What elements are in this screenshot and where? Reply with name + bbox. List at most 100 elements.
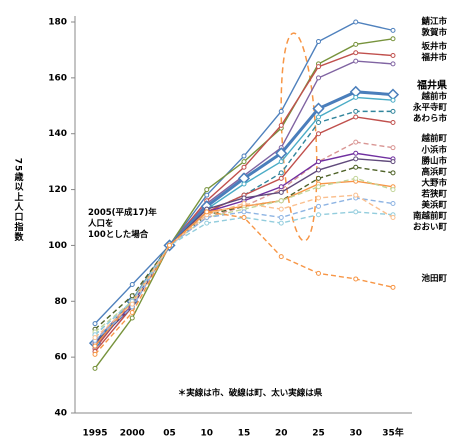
marker (390, 97, 396, 103)
marker (275, 147, 288, 160)
marker (390, 170, 396, 176)
marker (390, 215, 396, 220)
marker (316, 114, 321, 120)
marker (167, 242, 172, 248)
marker (278, 170, 284, 176)
marker (278, 254, 284, 260)
marker (316, 159, 321, 165)
annotation-line: 100とした場合 (88, 229, 149, 240)
y-tick-label: 80 (54, 297, 67, 307)
annotation-line: 2005(平成17)年 (88, 207, 157, 218)
series-label: 美浜町 (421, 199, 447, 210)
y-tick-label: 140 (48, 129, 67, 139)
marker (278, 184, 284, 190)
marker (353, 192, 359, 198)
marker (92, 335, 98, 341)
marker (278, 175, 284, 181)
marker (353, 209, 359, 215)
marker (241, 153, 247, 159)
marker (316, 75, 321, 81)
y-tick-label: 160 (48, 73, 67, 83)
marker (390, 145, 396, 151)
marker (278, 206, 284, 212)
marker (241, 209, 247, 215)
series-label: 敦賀市 (421, 27, 447, 38)
marker (353, 94, 359, 100)
marker (129, 315, 135, 321)
marker (353, 156, 359, 162)
marker (390, 108, 396, 114)
series-label: 福井市 (420, 52, 447, 63)
x-tick-label: 20 (275, 429, 288, 439)
marker (278, 189, 284, 195)
series-label: 永平寺町 (412, 102, 448, 113)
marker (129, 293, 135, 299)
marker (390, 27, 396, 33)
marker (241, 201, 247, 207)
marker (92, 351, 98, 357)
annotation-line: 人口を (88, 218, 114, 229)
marker (353, 150, 359, 156)
series-label: あわら市 (413, 113, 448, 124)
marker (390, 201, 396, 207)
marker (353, 139, 359, 145)
series-label: 越前市 (420, 91, 447, 102)
marker (278, 122, 284, 128)
y-tick-label: 180 (48, 18, 67, 28)
marker (316, 131, 321, 137)
marker (353, 164, 359, 170)
series-line (94, 194, 394, 339)
x-tick-label: 2000 (120, 429, 145, 439)
marker (390, 53, 396, 59)
x-tick-label: 30 (349, 429, 362, 439)
marker (390, 284, 396, 290)
marker (353, 108, 359, 114)
marker (129, 282, 135, 288)
marker (204, 192, 210, 198)
marker (241, 164, 247, 170)
y-tick-label: 120 (48, 185, 67, 195)
series-line (94, 211, 394, 336)
y-tick-label: 100 (48, 241, 67, 251)
marker (241, 215, 247, 220)
series-label: 越前町 (420, 133, 447, 144)
x-tick-label: 10 (200, 429, 213, 439)
marker (353, 41, 359, 47)
marker (316, 195, 321, 201)
marker (204, 187, 210, 193)
y-tick-label: 40 (54, 409, 67, 419)
series-label: 坂井市 (421, 41, 447, 52)
series-label: 高浜町 (421, 166, 447, 177)
x-tick-label: 25 (312, 429, 325, 439)
marker (129, 309, 135, 315)
series-label: 大野市 (421, 177, 447, 188)
footnote: ＊実線は市、破線は町、太い実線は県 (178, 388, 323, 399)
x-tick-label: 1995 (82, 429, 107, 439)
marker (129, 301, 135, 307)
marker (353, 58, 359, 64)
x-tick-label: 15 (238, 429, 251, 439)
marker (390, 187, 396, 193)
series-label: 福井県 (416, 79, 447, 92)
marker (92, 343, 98, 349)
marker (316, 39, 321, 45)
series-label: 鯖江市 (420, 16, 447, 27)
marker (241, 181, 247, 187)
marker (241, 195, 247, 201)
series-label: 若狭町 (420, 188, 447, 199)
marker (353, 276, 359, 282)
series-label: 池田町 (421, 273, 447, 284)
marker (316, 184, 321, 190)
x-tick-label: 05 (163, 429, 176, 439)
marker (278, 108, 284, 114)
marker (353, 114, 359, 120)
series-line (94, 166, 394, 330)
marker (278, 159, 284, 165)
marker (278, 198, 284, 204)
annotation: 2005(平成17)年人口を 100とした場合 (88, 207, 157, 240)
marker (312, 102, 325, 115)
marker (353, 50, 359, 56)
marker (204, 220, 210, 226)
